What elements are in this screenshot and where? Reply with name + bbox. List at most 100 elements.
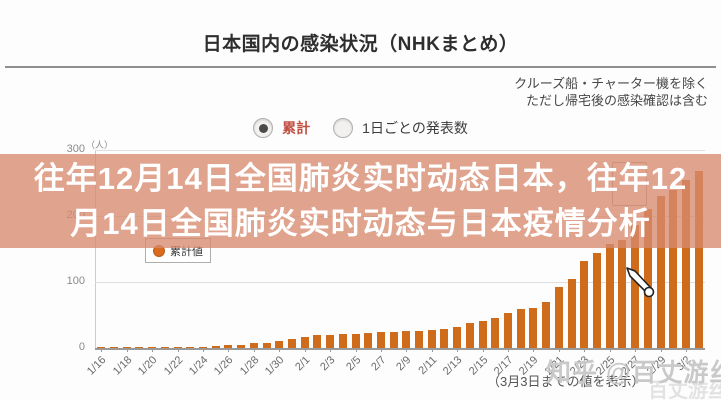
bar[interactable]: [516, 309, 525, 348]
x-tick: [101, 348, 103, 352]
bar[interactable]: [643, 209, 652, 348]
y-axis-unit-label: （人）: [86, 140, 114, 150]
legend-label: 累計値: [170, 245, 203, 258]
bar[interactable]: [338, 334, 347, 348]
x-tick: [508, 348, 510, 352]
bar[interactable]: [186, 347, 195, 348]
x-tick: [406, 348, 408, 352]
x-tick: [253, 348, 255, 352]
bar[interactable]: [567, 278, 576, 348]
x-tick: [584, 348, 586, 352]
x-tick: [431, 348, 433, 352]
chart-note-line1: クルーズ船・チャーター機を除く: [514, 76, 708, 91]
x-tick: [203, 348, 205, 352]
bar[interactable]: [440, 328, 449, 348]
bar[interactable]: [160, 347, 169, 348]
x-tick: [304, 348, 306, 352]
bar[interactable]: [97, 347, 106, 348]
x-tick: [152, 348, 154, 352]
x-tick: [330, 348, 332, 352]
chart-note: クルーズ船・チャーター機を除く ただし帰宅後の感染確認は含む: [514, 75, 708, 109]
banner-line2: 月14日全国肺炎实时动态与日本疫情分析: [70, 206, 651, 241]
y-tick-label: 300: [66, 143, 85, 155]
overlay-banner: 往年12月14日全国肺炎实时动态日本，往年12 月14日全国肺炎实时动态与日本疫…: [0, 154, 721, 248]
gridline: [95, 282, 705, 283]
bar[interactable]: [389, 331, 398, 348]
bar[interactable]: [148, 347, 157, 348]
x-tick: [279, 348, 281, 352]
x-tick: [482, 348, 484, 352]
x-axis-line: [95, 348, 705, 350]
page-title: 日本国内の感染状況（NHKまとめ）: [202, 34, 519, 55]
bar[interactable]: [122, 347, 131, 348]
bar[interactable]: [300, 336, 309, 348]
bar[interactable]: [478, 320, 487, 348]
radio-cumulative[interactable]: [253, 118, 274, 138]
watermark-echo-text: 百丈游丝: [648, 380, 721, 400]
bar[interactable]: [262, 342, 271, 348]
bar[interactable]: [631, 225, 640, 348]
bar[interactable]: [592, 252, 601, 348]
bar[interactable]: [554, 286, 563, 348]
bar[interactable]: [669, 190, 678, 348]
radio-daily[interactable]: [333, 118, 354, 138]
x-tick: [660, 348, 662, 352]
bar[interactable]: [504, 313, 513, 348]
chart-note-line2: ただし帰宅後の感染確認は含む: [525, 93, 708, 108]
bar[interactable]: [351, 334, 360, 348]
x-tick: [685, 348, 687, 352]
bar[interactable]: [465, 322, 474, 348]
bar[interactable]: [110, 347, 119, 348]
view-mode-radio-group: 累計 1日ごとの発表数: [0, 114, 721, 142]
gridline: [95, 150, 705, 151]
bar[interactable]: [224, 345, 233, 348]
bar[interactable]: [376, 331, 385, 348]
x-tick: [228, 348, 230, 352]
bar[interactable]: [402, 330, 411, 348]
bar[interactable]: [542, 301, 551, 348]
x-tick: [177, 348, 179, 352]
bar[interactable]: [275, 340, 284, 348]
banner-line1: 往年12月14日全国肺炎实时动态日本，往年12: [33, 161, 688, 196]
bar[interactable]: [237, 345, 246, 348]
bar[interactable]: [694, 171, 703, 348]
bar[interactable]: [605, 244, 614, 348]
bar[interactable]: [415, 330, 424, 348]
bar[interactable]: [135, 347, 144, 348]
bar[interactable]: [199, 346, 208, 348]
x-tick: [558, 348, 560, 352]
x-tick: [533, 348, 535, 352]
watermark-text: 知乎 @百丈游丝: [546, 359, 721, 387]
y-axis-line: [95, 150, 96, 348]
bar[interactable]: [580, 260, 589, 348]
bar[interactable]: [681, 180, 690, 348]
bar[interactable]: [326, 334, 335, 348]
bar[interactable]: [453, 326, 462, 348]
bar[interactable]: [173, 347, 182, 348]
pen-cursor-icon: [624, 266, 656, 305]
bar[interactable]: [427, 329, 436, 348]
bar[interactable]: [211, 346, 220, 348]
radio-cumulative-label[interactable]: 累計: [282, 120, 311, 136]
x-tick: [609, 348, 611, 352]
date-range-caption: （3月3日までの値を表示）: [487, 374, 645, 389]
x-tick: [380, 348, 382, 352]
bar[interactable]: [618, 239, 627, 348]
bar[interactable]: [287, 338, 296, 348]
bar[interactable]: [249, 343, 258, 348]
radio-selected-dot-icon: [258, 123, 268, 133]
bar[interactable]: [656, 196, 665, 348]
x-tick: [635, 348, 637, 352]
bar[interactable]: [491, 317, 500, 348]
bar[interactable]: [313, 335, 322, 348]
x-tick: [355, 348, 357, 352]
header-divider: [5, 66, 716, 68]
bar[interactable]: [529, 308, 538, 348]
x-tick: [126, 348, 128, 352]
x-tick: [457, 348, 459, 352]
bar[interactable]: [364, 333, 373, 348]
radio-daily-label[interactable]: 1日ごとの発表数: [362, 120, 468, 136]
y-tick-label: 100: [66, 275, 85, 287]
y-tick-label: 0: [78, 341, 85, 353]
